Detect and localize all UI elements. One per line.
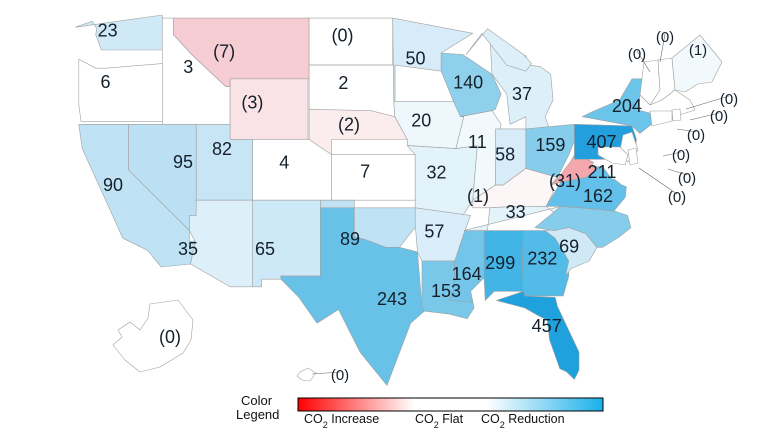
svg-text:50: 50: [405, 48, 425, 68]
svg-text:(0): (0): [678, 170, 696, 187]
svg-text:95: 95: [173, 152, 193, 172]
svg-text:(31): (31): [549, 171, 581, 191]
svg-text:204: 204: [612, 96, 642, 116]
svg-text:3: 3: [183, 57, 193, 77]
svg-text:(0): (0): [656, 29, 674, 46]
svg-text:211: 211: [588, 162, 617, 182]
svg-text:(0): (0): [331, 367, 349, 384]
svg-text:407: 407: [586, 132, 616, 152]
svg-text:7: 7: [360, 162, 370, 182]
svg-text:(0): (0): [628, 46, 646, 63]
svg-text:(0): (0): [159, 327, 181, 347]
svg-text:(1): (1): [467, 186, 489, 206]
svg-text:23: 23: [98, 21, 118, 41]
svg-text:69: 69: [559, 236, 579, 256]
svg-text:89: 89: [340, 229, 360, 249]
svg-text:164: 164: [452, 264, 482, 284]
svg-text:(1): (1): [689, 42, 707, 59]
svg-text:11: 11: [468, 132, 487, 152]
svg-text:140: 140: [453, 73, 483, 93]
svg-text:(2): (2): [338, 114, 360, 134]
svg-text:90: 90: [103, 175, 123, 195]
svg-text:82: 82: [212, 139, 232, 159]
svg-text:159: 159: [535, 135, 565, 155]
svg-text:33: 33: [506, 202, 526, 222]
svg-text:35: 35: [178, 239, 198, 259]
svg-text:(0): (0): [687, 127, 705, 144]
svg-text:20: 20: [411, 110, 431, 130]
svg-text:4: 4: [279, 153, 289, 173]
svg-text:Legend: Legend: [236, 407, 279, 422]
svg-text:(0): (0): [710, 108, 728, 125]
svg-text:37: 37: [512, 84, 532, 104]
svg-text:243: 243: [377, 289, 407, 309]
svg-text:2: 2: [338, 73, 348, 93]
svg-text:232: 232: [527, 249, 557, 269]
svg-text:162: 162: [583, 186, 613, 206]
svg-text:Color: Color: [241, 393, 273, 408]
svg-text:57: 57: [424, 221, 444, 241]
svg-text:(0): (0): [332, 26, 354, 46]
svg-text:65: 65: [255, 239, 275, 259]
svg-text:(0): (0): [720, 91, 738, 108]
svg-text:(3): (3): [241, 92, 263, 112]
svg-text:457: 457: [532, 316, 562, 336]
svg-text:(0): (0): [672, 147, 690, 164]
svg-text:58: 58: [495, 145, 515, 165]
svg-text:32: 32: [426, 162, 446, 182]
svg-text:6: 6: [100, 72, 110, 92]
svg-text:(7): (7): [213, 41, 235, 61]
svg-text:299: 299: [485, 253, 515, 273]
svg-text:(0): (0): [668, 189, 686, 206]
